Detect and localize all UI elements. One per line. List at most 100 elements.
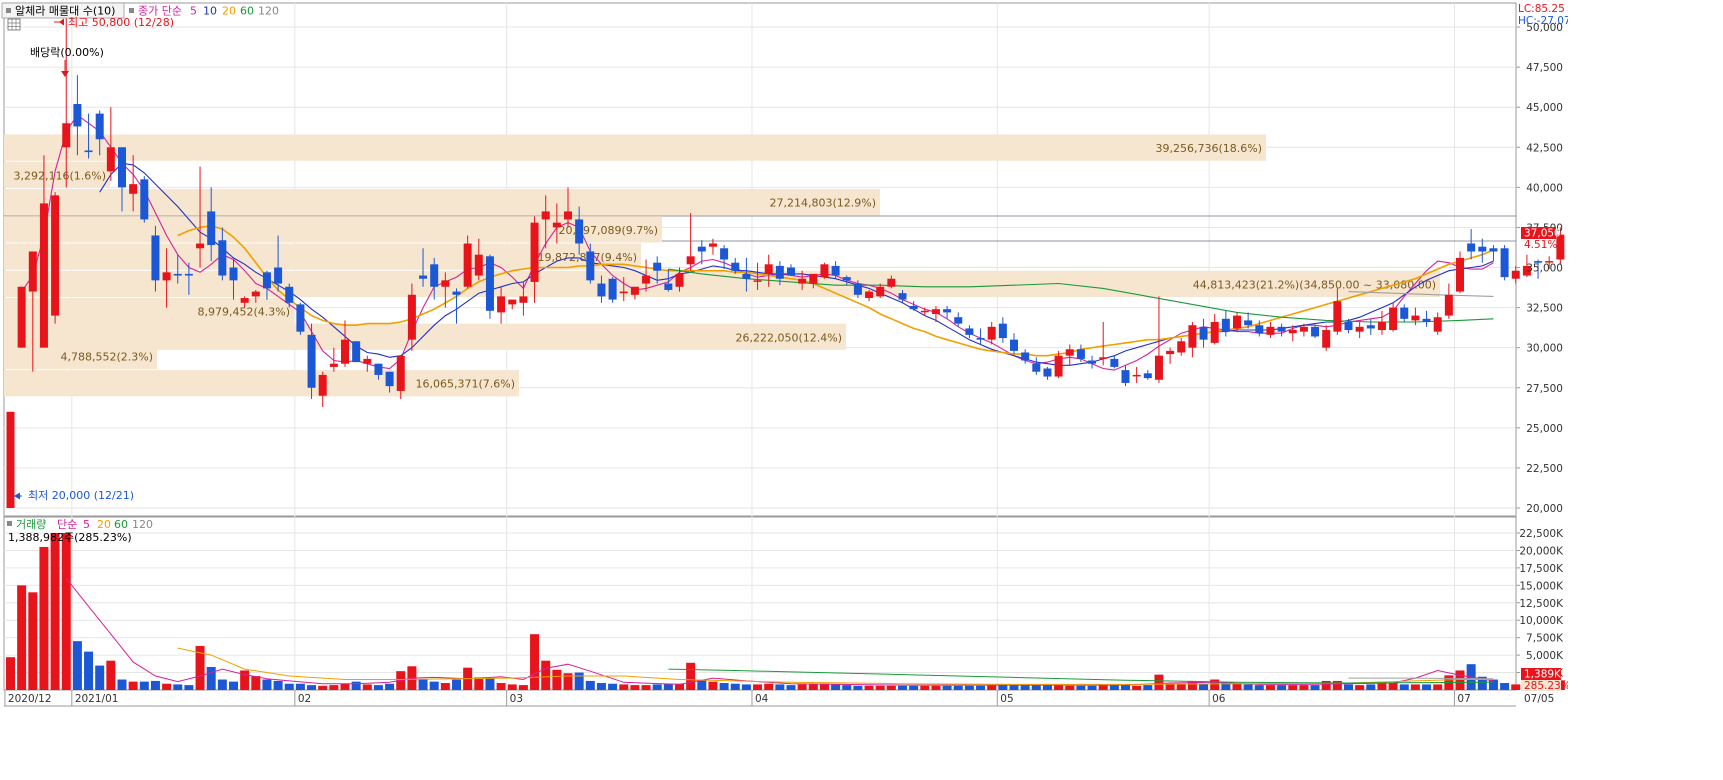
- ma5-label: 5: [190, 5, 197, 18]
- candle-body: [530, 222, 539, 282]
- volume-bar: [61, 533, 71, 690]
- volume-bar: [1232, 683, 1242, 690]
- candle: [474, 238, 483, 281]
- vol-ma120-label: 120: [132, 518, 153, 531]
- candle: [508, 299, 517, 310]
- volume-profile-label: 39,256,736(18.6%): [1155, 142, 1262, 155]
- x-tick-label: 06: [1212, 693, 1226, 705]
- candle-body: [106, 147, 115, 172]
- stock-chart[interactable]: 16,065,371(7.6%) 4,788,552(2.3%) 26,222,05…: [0, 0, 1568, 710]
- candle: [1143, 370, 1152, 380]
- x-tick-label: 03: [510, 693, 523, 705]
- candle: [407, 283, 416, 351]
- candle-body: [1299, 326, 1308, 332]
- candle-body: [1478, 246, 1487, 252]
- candle-body: [642, 275, 651, 284]
- candle-body: [1255, 325, 1264, 334]
- candle-body: [1132, 374, 1141, 377]
- candle-body: [1099, 357, 1108, 359]
- candle-body: [173, 273, 182, 276]
- candle: [965, 325, 974, 339]
- ma-line-20: [177, 224, 1494, 357]
- volume-profile-label: 44,813,423(21.2%)(34,850.00 ~ 33,080.00): [1193, 278, 1436, 291]
- candle-body: [775, 265, 784, 279]
- candle: [564, 187, 572, 228]
- candle-body: [686, 256, 695, 265]
- volume-bar: [909, 685, 919, 690]
- candle: [419, 248, 428, 287]
- candle-body: [129, 184, 138, 194]
- candle-body: [1422, 318, 1431, 323]
- dividend-arrow-icon: [61, 71, 69, 77]
- candle: [898, 289, 907, 303]
- volume-bar: [128, 681, 138, 690]
- candle: [240, 296, 249, 308]
- candle: [1221, 310, 1230, 337]
- table-icon[interactable]: [7, 18, 21, 31]
- volume-bar: [1399, 684, 1409, 690]
- volume-badge-value: 1,389K: [1524, 669, 1562, 681]
- candle: [865, 289, 874, 302]
- candle: [17, 286, 26, 348]
- candle-body: [329, 363, 338, 367]
- last-volume-label: 1,388,982주(285.23%): [8, 531, 132, 544]
- ma-marker-icon: [129, 8, 134, 13]
- price-tick-label: 50,000: [1526, 22, 1563, 34]
- candle: [1299, 323, 1308, 337]
- x-tick-label: 02: [298, 693, 311, 705]
- indicator-tab[interactable]: [1, 2, 125, 19]
- candle-body: [1110, 358, 1119, 367]
- candle-body: [1556, 234, 1565, 260]
- candle: [586, 243, 595, 284]
- volume-tick-label: 22,500K: [1519, 528, 1564, 540]
- candle: [73, 75, 82, 156]
- candle-body: [1266, 326, 1275, 335]
- candle: [329, 347, 338, 372]
- candle-body: [363, 358, 372, 364]
- volume-bar: [1020, 684, 1030, 690]
- volume-bar: [741, 684, 751, 690]
- volume-moving-averages: [65, 578, 1494, 686]
- candle-body: [853, 283, 862, 295]
- candle-body: [731, 262, 740, 271]
- candle: [731, 257, 740, 274]
- candle-body: [6, 411, 15, 508]
- volume-bar: [1065, 685, 1075, 690]
- candle: [987, 322, 996, 345]
- candle: [1233, 312, 1241, 332]
- candle-body: [274, 267, 283, 284]
- candle: [998, 317, 1007, 343]
- candle: [1411, 307, 1420, 326]
- candle-body: [430, 264, 439, 287]
- candle: [842, 275, 851, 286]
- candle: [341, 320, 349, 367]
- current-price: 37,050: [1524, 228, 1561, 240]
- candle-body: [341, 339, 349, 364]
- candle: [675, 267, 684, 292]
- candle: [1188, 322, 1197, 358]
- candle: [664, 269, 673, 292]
- volume-bar: [808, 684, 818, 690]
- volume-bar: [1288, 685, 1298, 690]
- candle: [28, 251, 37, 372]
- candle-body: [497, 296, 506, 313]
- candle-body: [586, 251, 595, 281]
- candle-body: [419, 275, 428, 279]
- volume-bar: [329, 685, 339, 690]
- volume-bar: [295, 683, 305, 690]
- candle: [954, 312, 963, 327]
- volume-bar: [619, 684, 629, 690]
- price-tick-label: 40,000: [1526, 182, 1563, 194]
- candle: [753, 262, 762, 290]
- volume-bar: [530, 634, 540, 690]
- price-badge-bg: [1521, 227, 1556, 239]
- candle-body: [1166, 350, 1175, 355]
- volume-bar: [206, 666, 216, 690]
- volume-tick-label: 20,000K: [1519, 545, 1564, 557]
- candle-body: [909, 305, 918, 310]
- candle: [1389, 302, 1398, 332]
- volume-bar: [541, 660, 551, 690]
- indicator-tab-label: 알체라 매물대 수(10): [15, 4, 115, 18]
- ma-line-120: [1348, 291, 1494, 297]
- candle-body: [1500, 248, 1509, 278]
